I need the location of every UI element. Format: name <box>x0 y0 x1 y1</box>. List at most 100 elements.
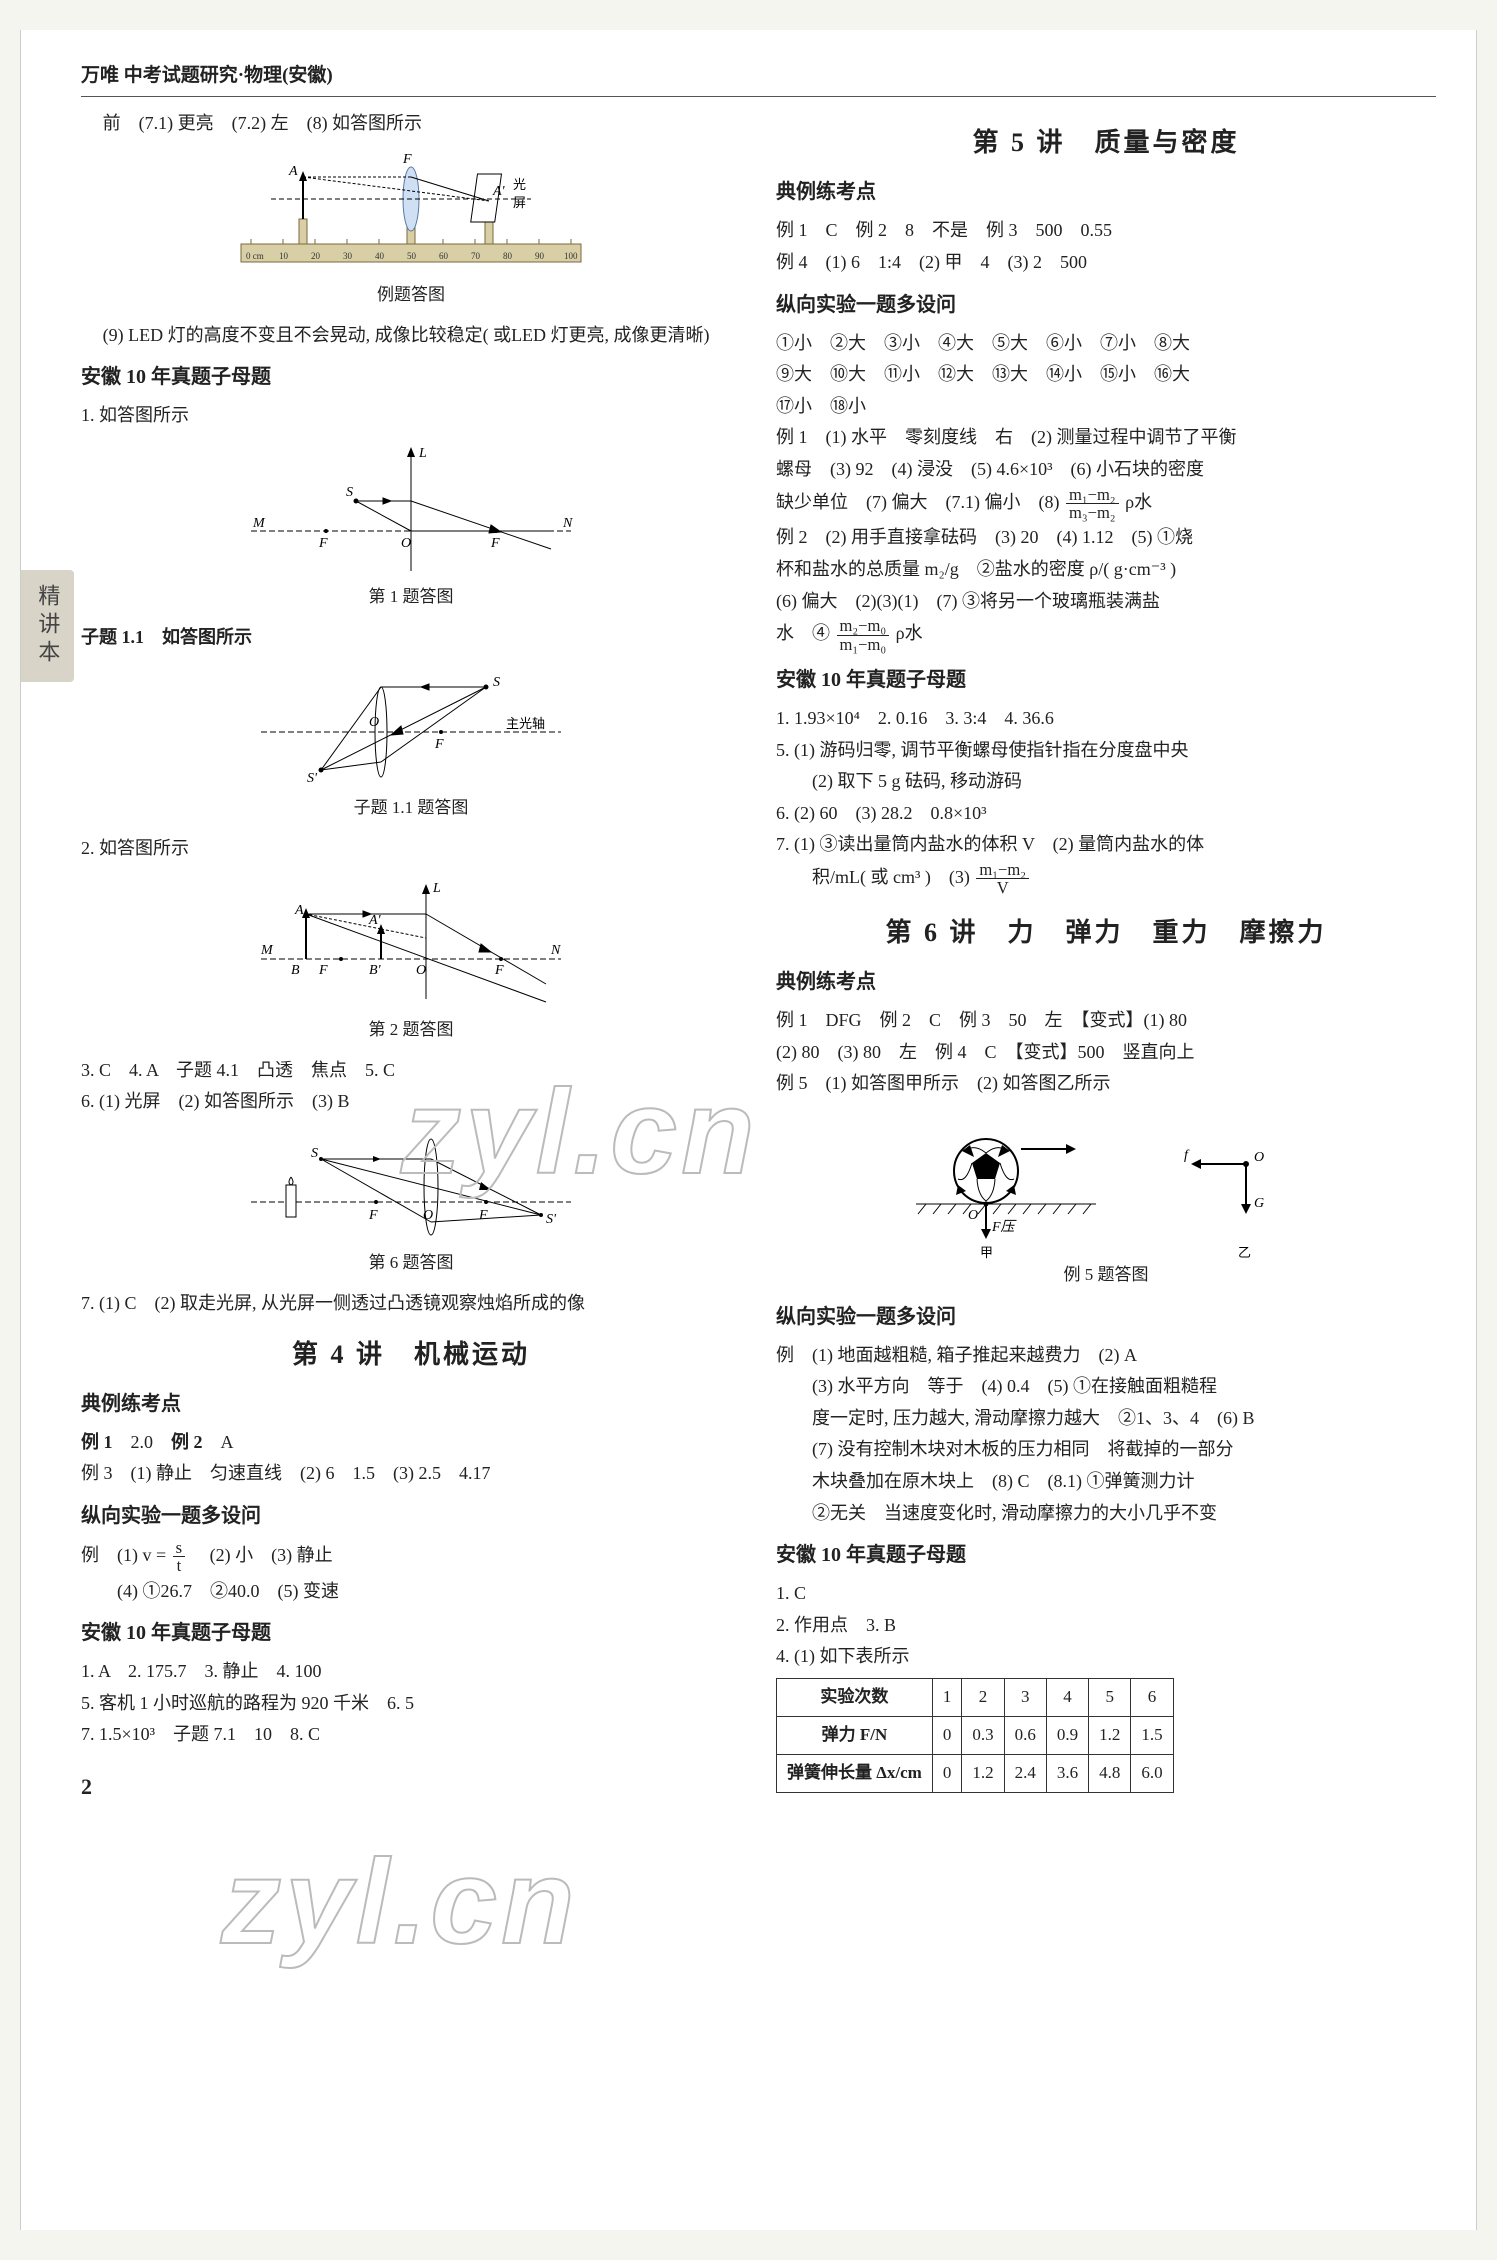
svg-text:M: M <box>260 943 274 958</box>
section-heading: 纵向实验一题多设问 <box>81 1499 741 1533</box>
text-line: 子题 1.1 如答图所示 <box>81 622 741 653</box>
text-line: 5. 客机 1 小时巡航的路程为 920 千米 6. 5 <box>81 1688 741 1719</box>
text-line: 6. (1) 光屏 (2) 如答图所示 (3) B <box>81 1086 741 1117</box>
text-line: 3. C 4. A 子题 4.1 凸透 焦点 5. C <box>81 1055 741 1086</box>
text-line: 积/mL( 或 cm³ ) (3) m₁−m₂V <box>776 861 1436 897</box>
section-heading: 纵向实验一题多设问 <box>776 1300 1436 1334</box>
figure-ray-4: S S' F F O 第 6 题答图 <box>81 1127 741 1278</box>
svg-text:S: S <box>346 485 353 500</box>
text-line: ②无关 当速度变化时, 滑动摩擦力的大小几乎不变 <box>776 1498 1436 1529</box>
text-line: 例 2 (2) 用手直接拿砝码 (3) 20 (4) 1.12 (5) ①烧 <box>776 522 1436 553</box>
svg-text:O: O <box>416 963 426 978</box>
svg-text:L: L <box>418 446 427 461</box>
svg-text:O: O <box>401 536 411 551</box>
text-line: 木块叠加在原木块上 (8) C (8.1) ①弹簧测力计 <box>776 1466 1436 1497</box>
text-line: 1. A 2. 175.7 3. 静止 4. 100 <box>81 1656 741 1687</box>
right-column: 第 5 讲 质量与密度 典例练考点 例 1 C 例 2 8 不是 例 3 500… <box>776 107 1436 1805</box>
text-line: 5. (1) 游码归零, 调节平衡螺母使指针指在分度盘中央 <box>776 735 1436 766</box>
fig-caption: 子题 1.1 题答图 <box>81 794 741 823</box>
svg-text:B': B' <box>369 963 382 978</box>
text-line: 前 (7.1) 更亮 (7.2) 左 (8) 如答图所示 <box>81 108 741 139</box>
svg-text:A': A' <box>368 913 382 928</box>
text-line: 缺少单位 (7) 偏大 (7.1) 偏小 (8) m₁−m₂m₃−m₂ ρ水 <box>776 486 1436 522</box>
svg-text:F: F <box>318 963 328 978</box>
text-line: (4) ①26.7 ②40.0 (5) 变速 <box>81 1576 741 1607</box>
svg-text:G: G <box>1254 1196 1264 1211</box>
text-line: 6. (2) 60 (3) 28.2 0.8×10³ <box>776 798 1436 829</box>
text-line: ①小 ②大 ③小 ④大 ⑤大 ⑥小 ⑦小 ⑧大 <box>776 328 1436 359</box>
svg-text:F: F <box>478 1208 488 1223</box>
svg-text:f: f <box>1184 1148 1190 1163</box>
svg-text:L: L <box>432 881 441 896</box>
page: 万唯 中考试题研究·物理(安徽) 精讲本 前 (7.1) 更亮 (7.2) 左 … <box>20 30 1477 2230</box>
fig-caption: 例题答图 <box>81 281 741 310</box>
fig-caption: 第 1 题答图 <box>81 583 741 612</box>
experiment-table: 实验次数 12 34 56 弹力 F/N 00.3 0.60.9 1.21.5 … <box>776 1678 1174 1793</box>
text-line: (2) 80 (3) 80 左 例 4 C 【变式】500 竖直向上 <box>776 1037 1436 1068</box>
section-title: 第 4 讲 机械运动 <box>81 1333 741 1377</box>
svg-text:50: 50 <box>407 251 417 261</box>
svg-text:F: F <box>318 536 328 551</box>
svg-text:N: N <box>562 516 573 531</box>
text-line: 1. 1.93×10⁴ 2. 0.16 3. 3:4 4. 36.6 <box>776 703 1436 734</box>
figure-ray-2: O F 主光轴 S S' 子题 1.1 题答图 <box>81 662 741 823</box>
svg-text:O: O <box>369 715 379 730</box>
text-line: 杯和盐水的总质量 m₂/g ②盐水的密度 ρ/( g·cm⁻³ ) <box>776 554 1436 585</box>
svg-text:屏: 屏 <box>513 195 526 210</box>
svg-text:F: F <box>368 1208 378 1223</box>
table-row: 弹力 F/N 00.3 0.60.9 1.21.5 <box>777 1716 1174 1754</box>
section-heading: 安徽 10 年真题子母题 <box>776 663 1436 697</box>
svg-text:A: A <box>294 903 304 918</box>
section-heading: 安徽 10 年真题子母题 <box>81 360 741 394</box>
svg-text:S': S' <box>307 771 318 786</box>
section-heading: 典例练考点 <box>776 175 1436 209</box>
figure-force: O F压 甲 O f G <box>776 1109 1436 1290</box>
svg-text:乙: 乙 <box>1238 1245 1251 1259</box>
svg-text:O: O <box>1254 1150 1264 1165</box>
text-line: 水 ④ m₂−m₀m₁−m₀ ρ水 <box>776 617 1436 653</box>
left-column: 前 (7.1) 更亮 (7.2) 左 (8) 如答图所示 0 cm1020 30… <box>81 107 741 1805</box>
text-line: 例 1 (1) 水平 零刻度线 右 (2) 测量过程中调节了平衡 <box>776 422 1436 453</box>
svg-text:20: 20 <box>311 251 321 261</box>
text-line: 例 1 2.0 例 2 A <box>81 1427 741 1458</box>
watermark: zyl.cn <box>221 1800 578 2004</box>
text-line: 4. (1) 如下表所示 <box>776 1641 1436 1672</box>
figure-optical-bench: 0 cm1020 304050 607080 90100 <box>81 149 741 310</box>
text-line: 例 1 DFG 例 2 C 例 3 50 左 【变式】(1) 80 <box>776 1005 1436 1036</box>
svg-text:A': A' <box>492 184 506 199</box>
text-line: 例 5 (1) 如答图甲所示 (2) 如答图乙所示 <box>776 1068 1436 1099</box>
figure-ray-1: L M N F F O S 第 1 题答图 <box>81 441 741 612</box>
svg-text:90: 90 <box>535 251 545 261</box>
svg-text:40: 40 <box>375 251 385 261</box>
text-line: (2) 取下 5 g 砝码, 移动游码 <box>776 766 1436 797</box>
text-line: 螺母 (3) 92 (4) 浸没 (5) 4.6×10³ (6) 小石块的密度 <box>776 454 1436 485</box>
fig-caption: 第 2 题答图 <box>81 1016 741 1045</box>
svg-text:100: 100 <box>564 251 578 261</box>
page-number: 2 <box>81 1768 741 1805</box>
svg-text:S: S <box>493 675 500 690</box>
text-line: 例 1 C 例 2 8 不是 例 3 500 0.55 <box>776 215 1436 246</box>
table-row: 弹簧伸长量 Δx/cm 01.2 2.43.6 4.86.0 <box>777 1754 1174 1792</box>
fig-caption: 第 6 题答图 <box>81 1249 741 1278</box>
text-line: 1. 如答图所示 <box>81 400 741 431</box>
figure-ray-3: L M N A B A' B' F F O <box>81 874 741 1045</box>
page-header: 万唯 中考试题研究·物理(安徽) <box>81 60 1436 97</box>
text-line: 7. (1) C (2) 取走光屏, 从光屏一侧透过凸透镜观察烛焰所成的像 <box>81 1288 741 1319</box>
text-line: ⑨大 ⑩大 ⑪小 ⑫大 ⑬大 ⑭小 ⑮小 ⑯大 <box>776 359 1436 390</box>
section-title: 第 5 讲 质量与密度 <box>776 121 1436 165</box>
svg-text:60: 60 <box>439 251 449 261</box>
svg-text:F: F <box>490 536 500 551</box>
svg-text:M: M <box>252 516 266 531</box>
section-heading: 安徽 10 年真题子母题 <box>776 1538 1436 1572</box>
text-line: 1. C <box>776 1578 1436 1609</box>
text-line: (6) 偏大 (2)(3)(1) (7) ③将另一个玻璃瓶装满盐 <box>776 586 1436 617</box>
svg-text:A: A <box>288 164 298 179</box>
section-title: 第 6 讲 力 弹力 重力 摩擦力 <box>776 911 1436 955</box>
section-heading: 典例练考点 <box>81 1387 741 1421</box>
svg-text:S: S <box>311 1146 318 1161</box>
text-line: 例 4 (1) 6 1:4 (2) 甲 4 (3) 2 500 <box>776 247 1436 278</box>
text-line: (3) 水平方向 等于 (4) 0.4 (5) ①在接触面粗糙程 <box>776 1371 1436 1402</box>
svg-text:甲: 甲 <box>980 1245 993 1259</box>
svg-text:N: N <box>550 943 561 958</box>
svg-text:光: 光 <box>513 177 526 192</box>
